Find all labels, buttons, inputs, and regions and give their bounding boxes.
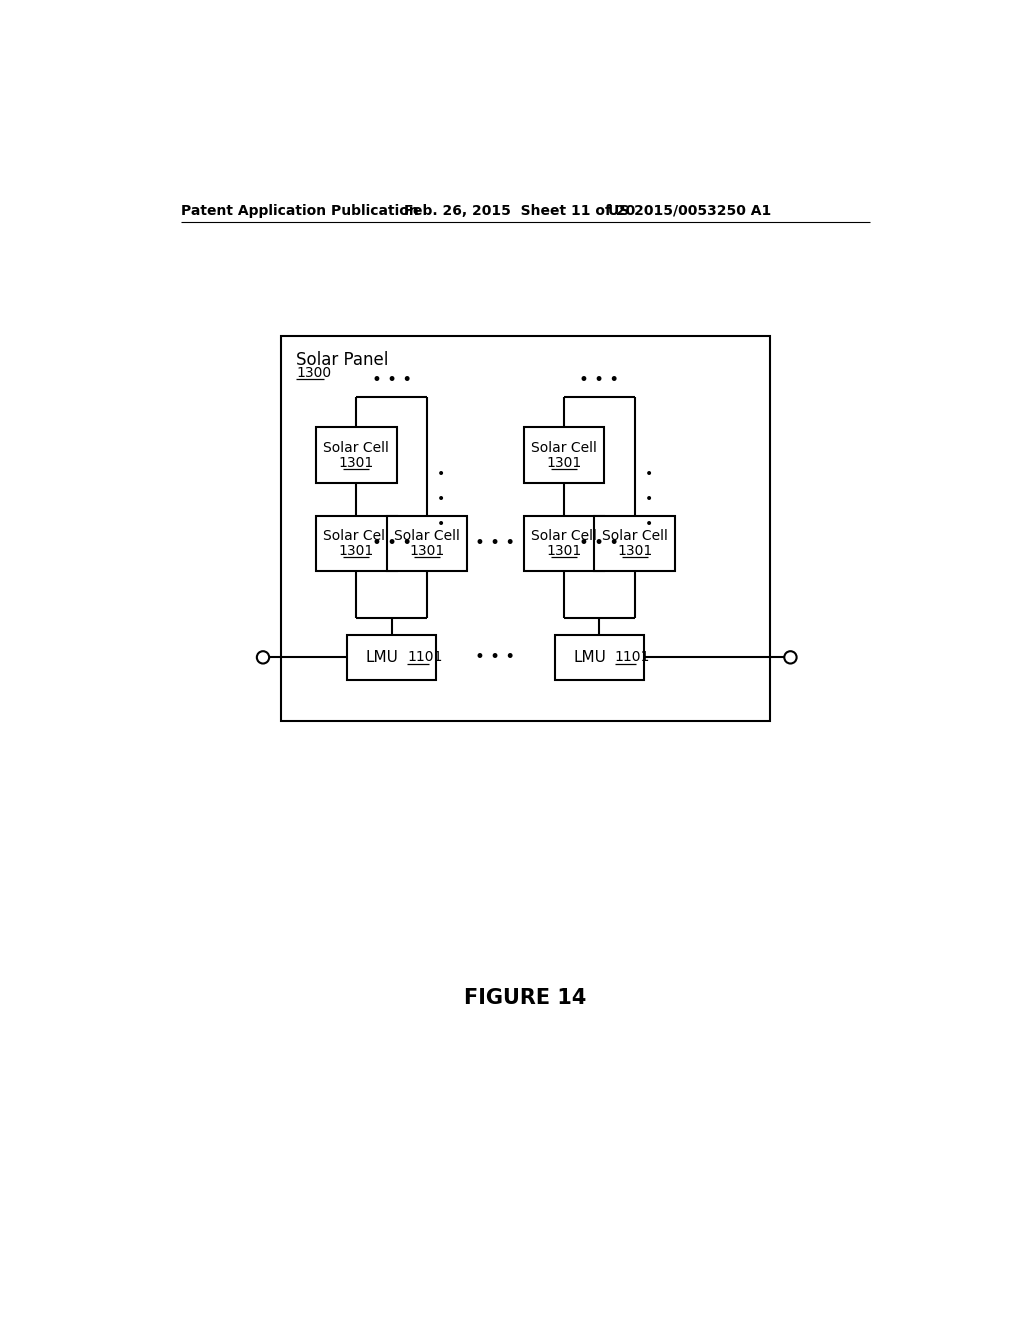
FancyBboxPatch shape — [387, 516, 467, 572]
FancyBboxPatch shape — [281, 335, 770, 721]
Text: 1301: 1301 — [410, 544, 444, 558]
Text: • • •: • • • — [580, 371, 620, 389]
Text: • • •: • • • — [372, 371, 412, 389]
FancyBboxPatch shape — [315, 516, 396, 572]
Text: Solar Cell: Solar Cell — [602, 529, 668, 544]
FancyBboxPatch shape — [555, 635, 644, 680]
FancyBboxPatch shape — [347, 635, 436, 680]
Text: Solar Cell: Solar Cell — [324, 529, 389, 544]
Text: Patent Application Publication: Patent Application Publication — [180, 203, 419, 218]
Text: LMU: LMU — [366, 649, 398, 665]
FancyBboxPatch shape — [523, 516, 604, 572]
Text: Feb. 26, 2015  Sheet 11 of 20: Feb. 26, 2015 Sheet 11 of 20 — [403, 203, 635, 218]
Text: FIGURE 14: FIGURE 14 — [464, 987, 586, 1007]
Text: • • •: • • • — [372, 535, 412, 552]
Text: Solar Panel: Solar Panel — [296, 351, 388, 368]
Text: 1301: 1301 — [617, 544, 652, 558]
Text: •
•
•: • • • — [437, 467, 445, 531]
Text: • • •: • • • — [475, 535, 516, 552]
Text: •
•
•: • • • — [645, 467, 653, 531]
Text: Solar Cell: Solar Cell — [394, 529, 460, 544]
FancyBboxPatch shape — [315, 428, 396, 483]
Text: Solar Cell: Solar Cell — [324, 441, 389, 455]
Text: LMU: LMU — [573, 649, 606, 665]
Text: Solar Cell: Solar Cell — [531, 529, 597, 544]
FancyBboxPatch shape — [595, 516, 676, 572]
Text: 1101: 1101 — [614, 651, 650, 664]
Text: US 2015/0053250 A1: US 2015/0053250 A1 — [608, 203, 771, 218]
Text: 1301: 1301 — [339, 455, 374, 470]
Text: 1301: 1301 — [339, 544, 374, 558]
Text: 1300: 1300 — [296, 367, 331, 380]
FancyBboxPatch shape — [523, 428, 604, 483]
Text: • • •: • • • — [580, 535, 620, 552]
Text: 1301: 1301 — [547, 455, 582, 470]
Text: Solar Cell: Solar Cell — [531, 441, 597, 455]
Text: 1301: 1301 — [547, 544, 582, 558]
Text: • • •: • • • — [475, 648, 516, 667]
Text: 1101: 1101 — [407, 651, 442, 664]
